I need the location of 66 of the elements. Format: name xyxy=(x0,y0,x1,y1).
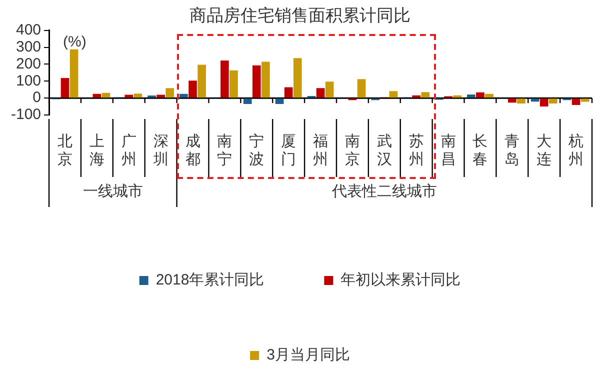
bar xyxy=(548,98,558,104)
bar xyxy=(357,79,366,98)
bar xyxy=(243,98,252,104)
bar xyxy=(412,95,420,98)
y-tick-label: 300 xyxy=(16,38,42,56)
bar xyxy=(124,94,134,98)
bar xyxy=(198,64,206,98)
x-tick-label: 青岛 xyxy=(504,133,520,168)
x-tick-label: 苏州 xyxy=(408,133,424,168)
bar xyxy=(517,98,526,104)
bar xyxy=(252,65,261,98)
text: 一线城市 xyxy=(82,183,143,200)
bar xyxy=(572,98,580,106)
x-tick-label: 福州 xyxy=(313,133,328,168)
bar xyxy=(156,94,165,98)
x-tick-label: 成都 xyxy=(185,133,200,168)
y-tick-label: 200 xyxy=(16,55,42,72)
bar xyxy=(467,94,476,98)
x-tick-label: 厦门 xyxy=(281,133,296,168)
bar xyxy=(530,98,540,102)
x-tick-label: 南昌 xyxy=(440,133,456,168)
text: 代表性二线城市 xyxy=(330,183,437,200)
x-tick-label: 南京 xyxy=(344,133,360,168)
bar xyxy=(476,92,484,98)
y-tick-label: 100 xyxy=(16,72,42,90)
bar xyxy=(293,58,302,98)
bar xyxy=(325,82,334,98)
x-tick-label: 广州 xyxy=(121,133,136,168)
x-tick-label: 武汉 xyxy=(376,133,392,168)
bar xyxy=(230,70,238,98)
legend-label: 3月当月同比 xyxy=(266,346,350,364)
bar xyxy=(70,49,78,98)
bar xyxy=(188,80,197,98)
bar xyxy=(421,92,430,98)
chart-title: 商品房住宅销售面积累计同比 xyxy=(190,6,410,25)
x-tick-label: 南宁 xyxy=(217,133,232,168)
bar xyxy=(275,98,284,104)
bar xyxy=(485,94,494,98)
y-tick-label: 400 xyxy=(16,22,42,39)
x-tick-label: 宁波 xyxy=(249,133,264,168)
bar xyxy=(508,98,516,103)
bar xyxy=(220,60,229,98)
bar xyxy=(316,88,325,98)
bar xyxy=(580,98,590,102)
legend-label: 2018年累计同比 xyxy=(156,272,264,289)
bar xyxy=(262,62,270,98)
bar xyxy=(540,98,548,107)
bar xyxy=(60,78,70,98)
bar xyxy=(92,94,102,98)
x-tick-label: 大连 xyxy=(536,133,552,168)
y-axis-title: (%) xyxy=(63,34,86,51)
bar xyxy=(284,87,293,98)
x-tick-label: 杭州 xyxy=(568,133,584,168)
legend-label: 年初以来累计同比 xyxy=(340,272,461,289)
bar xyxy=(102,92,110,98)
bar xyxy=(180,94,188,98)
y-tick-label: 0 xyxy=(32,89,42,106)
x-tick-label: 上海 xyxy=(89,133,104,168)
y-tick-label: -100 xyxy=(10,106,42,124)
bar xyxy=(453,95,462,98)
x-tick-label: 长春 xyxy=(472,133,488,168)
bar xyxy=(166,88,174,98)
bar xyxy=(389,91,398,98)
x-tick-label: 深圳 xyxy=(152,133,168,168)
bar xyxy=(134,94,142,98)
x-tick-label: 北京 xyxy=(57,133,72,168)
